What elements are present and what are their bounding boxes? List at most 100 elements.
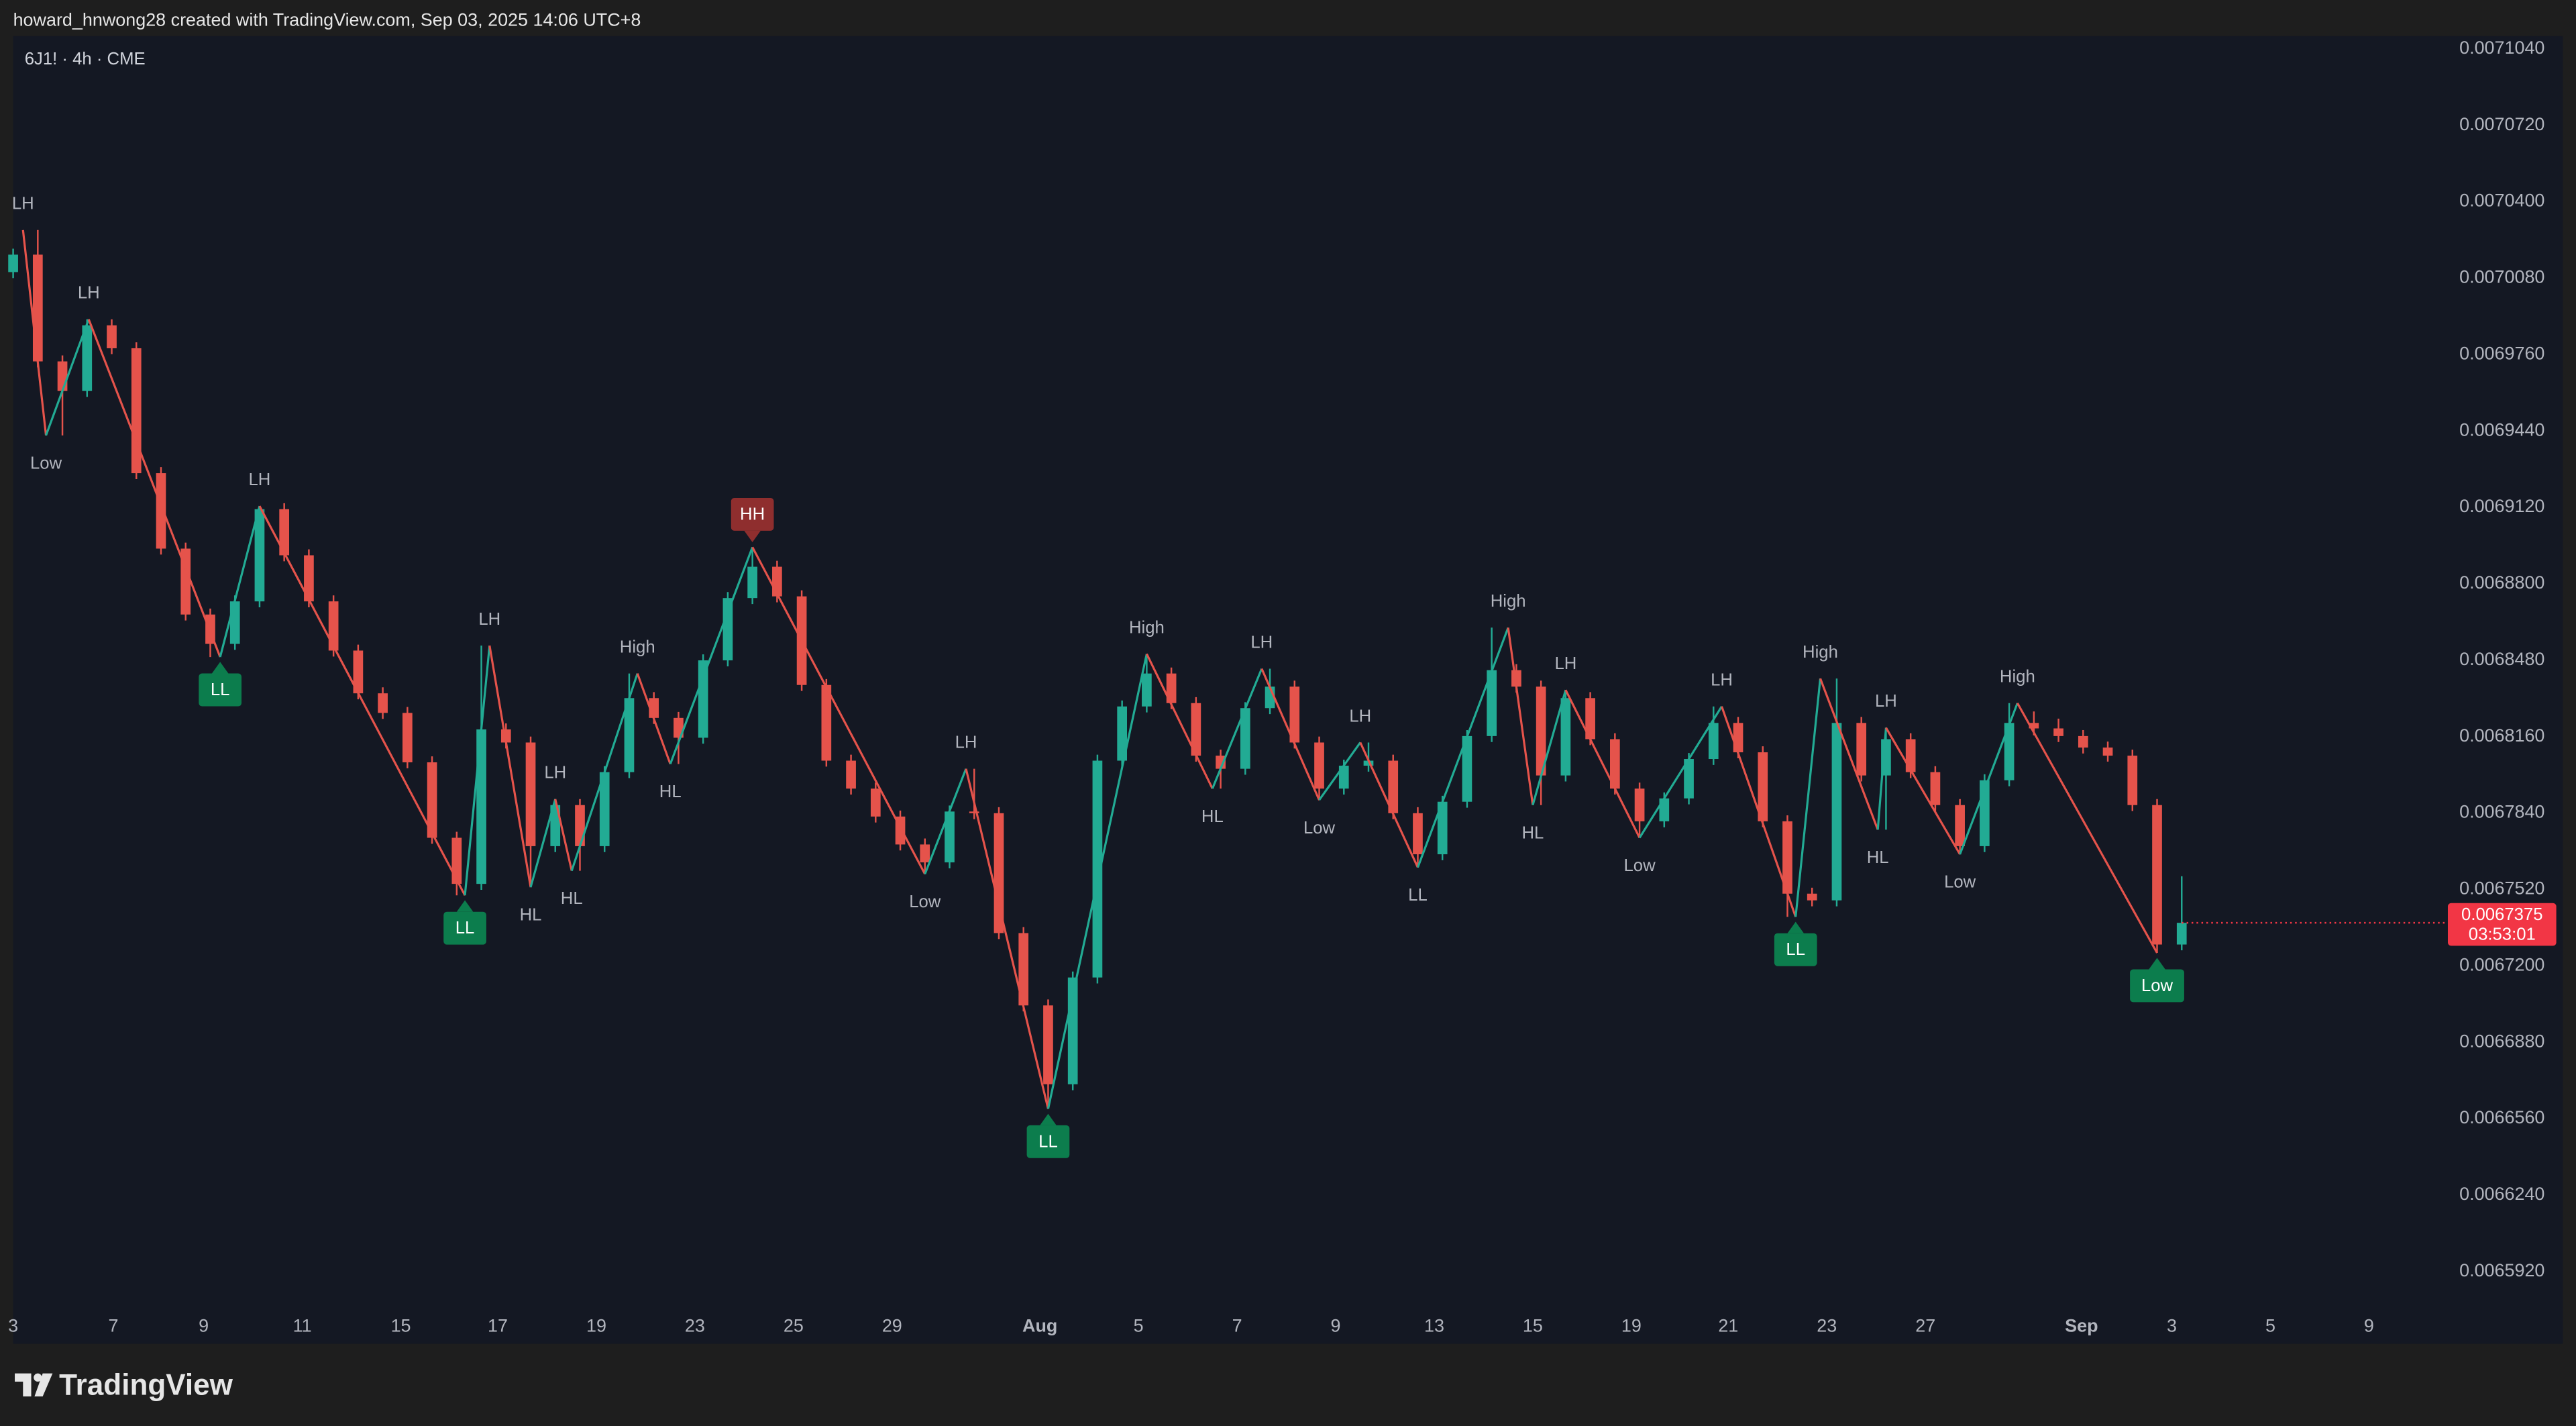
y-tick-label: 0.0068800	[2459, 572, 2544, 593]
candle-body	[2004, 723, 2015, 780]
swing-label: LH	[478, 610, 500, 629]
candle-body	[353, 650, 364, 694]
swing-label: High	[2000, 668, 2035, 686]
candle-body	[1117, 706, 1127, 761]
logo-dot	[34, 1373, 42, 1382]
swing-label: LH	[1875, 692, 1897, 711]
swing-label: LH	[1349, 707, 1371, 725]
candle-body	[1856, 723, 1867, 776]
zigzag-segment	[529, 799, 557, 888]
candle-body	[1413, 813, 1423, 855]
swing-label: High	[1129, 618, 1165, 637]
zigzag-segment	[1721, 706, 1797, 917]
countdown-label: 03:53:01	[2469, 925, 2536, 944]
x-tick-label: 19	[1621, 1316, 1642, 1336]
x-tick-label: 5	[1134, 1316, 1144, 1336]
swing-label: LH	[78, 284, 100, 303]
candle-body	[1585, 698, 1595, 740]
zigzag-segment	[2016, 702, 2158, 954]
swing-label: LH	[1250, 633, 1273, 652]
candle-body	[2078, 735, 2088, 748]
candle-body	[1659, 798, 1670, 821]
zigzag-segment	[1416, 627, 1509, 868]
y-tick-label: 0.0070400	[2459, 191, 2544, 211]
candle-body	[1930, 772, 1941, 805]
x-tick-label: 17	[488, 1316, 508, 1336]
candle-body	[328, 601, 339, 651]
candle-body	[1191, 703, 1201, 756]
candle-body	[1487, 670, 1497, 736]
candle-body	[1363, 760, 1374, 766]
zigzag-segment	[258, 505, 466, 896]
zigzag-segment	[924, 768, 967, 875]
swing-label: High	[1803, 643, 1838, 662]
zigzag-segment	[636, 673, 672, 765]
zigzag-segment	[1564, 689, 1641, 839]
swing-label: HL	[561, 889, 583, 908]
swing-label: Low	[1624, 856, 1656, 875]
candle-body	[427, 762, 437, 838]
candle-body	[1240, 708, 1250, 769]
candle-body	[1388, 760, 1399, 813]
candle-body	[1142, 673, 1152, 707]
candle-body	[920, 844, 930, 863]
zigzag-segment	[1819, 678, 1879, 830]
x-tick-label: 19	[586, 1316, 606, 1336]
candle-body	[1831, 723, 1842, 901]
swing-label: LH	[1554, 654, 1576, 673]
zigzag-segment	[45, 319, 90, 436]
swing-box-pointer	[1040, 1113, 1057, 1125]
header-caption: howard_hnwong28 created with TradingView…	[13, 9, 641, 30]
swing-box-pointer	[744, 530, 761, 543]
candle-body	[107, 325, 117, 348]
candle-body	[821, 684, 832, 761]
candle-body	[1807, 893, 1817, 901]
x-tick-label: 9	[2364, 1316, 2374, 1336]
swing-box	[199, 673, 241, 707]
candle-body	[1634, 788, 1645, 821]
candle-body	[1536, 686, 1546, 776]
y-tick-label: 0.0070080	[2459, 267, 2544, 287]
candle-body	[575, 805, 585, 846]
candle-body	[304, 555, 314, 602]
swing-label: LH	[955, 733, 977, 752]
swing-label: Low	[1303, 819, 1336, 837]
swing-box-pointer	[456, 900, 474, 912]
y-tick-label: 0.0068160	[2459, 725, 2544, 746]
x-tick-label: 23	[685, 1316, 705, 1336]
x-tick-label: 23	[1817, 1316, 1837, 1336]
candle-body	[870, 788, 881, 817]
x-tick-label: 5	[2265, 1316, 2275, 1336]
swing-label: LH	[249, 470, 271, 489]
y-tick-label: 0.0066880	[2459, 1031, 2544, 1051]
swing-box	[1026, 1125, 1070, 1158]
zigzag-segment	[965, 768, 1049, 1109]
zigzag-segment	[488, 645, 532, 888]
candle-body	[2053, 728, 2063, 736]
zigzag-segment	[464, 645, 491, 896]
swing-label: LH	[12, 195, 34, 213]
x-tick-label: 11	[293, 1316, 312, 1336]
candle-body	[599, 772, 610, 846]
zigzag-segment	[1318, 742, 1362, 801]
candle-body	[525, 742, 536, 846]
x-tick-label: 7	[108, 1316, 118, 1336]
zigzag-segment	[1885, 727, 1962, 855]
candle-body	[1043, 1005, 1053, 1084]
swing-label: LL	[455, 919, 475, 937]
candle-body	[1955, 805, 1965, 846]
candle-body	[2127, 756, 2138, 805]
x-tick-label: 29	[882, 1316, 902, 1336]
candle-body	[1733, 723, 1743, 753]
candle-body	[2152, 805, 2162, 945]
candle-body	[846, 760, 856, 789]
zigzag-segment	[1794, 678, 1822, 917]
candle-body	[2176, 923, 2187, 945]
candle-body	[747, 566, 757, 599]
swing-label: HL	[1867, 848, 1889, 867]
zigzag-segment	[1638, 705, 1723, 839]
zigzag-segment	[21, 230, 48, 436]
candle-body	[1610, 739, 1620, 789]
